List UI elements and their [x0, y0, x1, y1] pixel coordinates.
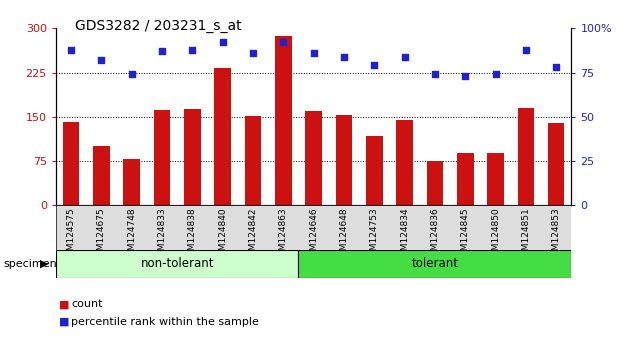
Point [96, 57, 106, 63]
Text: percentile rank within the sample: percentile rank within the sample [71, 317, 260, 327]
Text: GSM124834: GSM124834 [400, 207, 409, 262]
Text: GSM124840: GSM124840 [218, 207, 227, 262]
Text: GSM124838: GSM124838 [188, 207, 197, 262]
Text: tolerant: tolerant [411, 257, 458, 270]
Bar [427, 161, 443, 205]
Point [127, 72, 137, 77]
Point [278, 40, 288, 45]
Text: GSM124836: GSM124836 [430, 207, 440, 262]
Point [248, 50, 258, 56]
Bar [306, 111, 322, 205]
Text: GSM124851: GSM124851 [522, 207, 530, 262]
Point [430, 72, 440, 77]
Bar [457, 153, 474, 205]
Text: GSM124845: GSM124845 [461, 207, 469, 262]
Point [188, 47, 197, 52]
Text: count: count [71, 299, 103, 309]
Bar [124, 159, 140, 205]
Point [399, 54, 409, 59]
Point [157, 48, 167, 54]
Bar [184, 109, 201, 205]
Text: GSM124850: GSM124850 [491, 207, 500, 262]
Point [491, 72, 501, 77]
Bar [548, 123, 564, 205]
Text: ■: ■ [59, 317, 70, 327]
Text: GSM124853: GSM124853 [551, 207, 561, 262]
Point [521, 47, 531, 52]
Text: GSM124675: GSM124675 [97, 207, 106, 262]
Text: non-tolerant: non-tolerant [140, 257, 214, 270]
Text: GSM124648: GSM124648 [340, 207, 348, 262]
Text: specimen: specimen [3, 259, 57, 269]
Bar [63, 121, 79, 205]
Text: GSM124863: GSM124863 [279, 207, 288, 262]
Bar [335, 115, 352, 205]
Bar [299, 250, 571, 278]
Point [369, 63, 379, 68]
Text: GSM124575: GSM124575 [66, 207, 76, 262]
Text: GSM124833: GSM124833 [158, 207, 166, 262]
Bar [93, 146, 110, 205]
Bar [245, 116, 261, 205]
Point [218, 40, 228, 45]
Text: GSM124646: GSM124646 [309, 207, 318, 262]
Bar [517, 108, 534, 205]
Text: GSM124748: GSM124748 [127, 207, 136, 262]
Text: GSM124753: GSM124753 [369, 207, 379, 262]
Text: GSM124842: GSM124842 [248, 207, 258, 262]
Text: GDS3282 / 203231_s_at: GDS3282 / 203231_s_at [75, 19, 241, 34]
Bar [56, 250, 299, 278]
Bar [214, 68, 231, 205]
Bar [487, 153, 504, 205]
Bar [366, 136, 383, 205]
Text: ■: ■ [59, 299, 70, 309]
Point [551, 64, 561, 70]
Text: ▶: ▶ [40, 259, 48, 269]
Bar [153, 110, 170, 205]
Point [460, 73, 470, 79]
Bar [275, 36, 292, 205]
Bar [396, 120, 413, 205]
Point [339, 54, 349, 59]
Point [66, 47, 76, 52]
Point [309, 50, 319, 56]
